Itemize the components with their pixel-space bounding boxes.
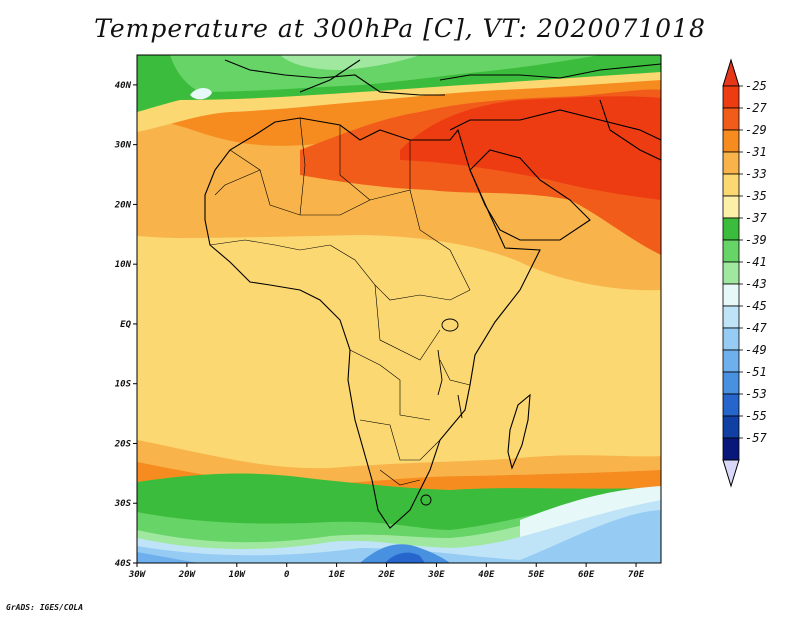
colorbar-label: -33 [745,167,767,181]
credit-label: GrADS: IGES/COLA [6,603,84,612]
colorbar-swatch [722,437,740,461]
colorbar-swatch [722,261,740,285]
lon-tick-label: 10E [328,570,345,580]
colorbar-label: -27 [745,101,767,115]
colorbar-swatch [722,151,740,175]
colorbar-swatch [722,305,740,329]
lon-tick-label: 20E [377,570,395,580]
colorbar-label: -43 [745,277,767,291]
lat-tick-label: EQ [120,320,131,330]
colorbar-bottom-arrow [722,459,740,488]
colorbar-swatch [722,129,740,153]
colorbar-swatch [722,85,740,109]
axis-ticks: 30W 20W 10W 0 10E 20E 30E 40E 50E 60E 70E 40N 30N 20N… [114,81,645,580]
colorbar-label: -53 [745,387,767,401]
colorbar-swatch [722,415,740,439]
colorbar-top-arrow [722,58,740,87]
lon-tick-label: 70E [628,570,645,580]
colorbar-swatch [722,173,740,197]
lakes [420,318,463,506]
colorbar-label: -37 [745,211,767,225]
colorbar-label: -45 [745,299,767,313]
colorbar-swatch [722,283,740,307]
lat-tick-label: 10S [115,380,132,390]
lat-tick-label: 30N [114,141,132,151]
colorbar: -25 -27 -29 -31 -33 -35 -37 -39 -41 -43 -45 -47 -49 -… [722,58,767,488]
lon-tick-label: 30W [128,570,147,580]
lat-tick-label: 40S [115,559,132,569]
colorbar-swatch [722,239,740,263]
colorbar-label: -47 [745,321,767,335]
lat-tick-label: 30S [114,499,132,509]
colorbar-swatch [722,107,740,131]
colorbar-label: -39 [745,233,767,247]
colorbar-swatch [722,349,740,373]
lon-tick-label: 60E [578,570,595,580]
colorbar-swatch [722,393,740,417]
colorbar-label: -49 [745,343,767,357]
lon-tick-label: 10W [229,570,247,580]
colorbar-label: -29 [745,123,767,137]
temperature-field [137,55,661,563]
colorbar-label: -57 [745,431,767,445]
country-borders [209,117,471,486]
colorbar-label: -25 [745,79,767,93]
colorbar-swatch [722,327,740,351]
lat-tick-label: 40N [115,81,132,91]
colorbar-swatch [722,195,740,219]
colorbar-label: -55 [745,409,767,423]
lon-tick-label: 50E [528,570,545,580]
colorbar-label: -51 [745,365,767,379]
map-frame [136,54,662,564]
colorbar-swatch [722,217,740,241]
colorbar-label: -31 [745,145,767,159]
lon-tick-label: 40E [478,570,495,580]
colorbar-label: -35 [745,189,767,203]
lat-tick-label: 20N [114,200,132,210]
lat-tick-label: 20S [114,439,132,449]
colorbar-swatch [722,371,740,395]
lat-tick-label: 10N [115,260,132,270]
lon-tick-label: 30E [427,570,445,580]
colorbar-label: -41 [745,255,767,269]
map-title: Temperature at 300hPa [C], VT: 202007101… [94,14,706,43]
lon-tick-label: 0 [284,570,290,580]
lon-tick-label: 20W [178,570,197,580]
